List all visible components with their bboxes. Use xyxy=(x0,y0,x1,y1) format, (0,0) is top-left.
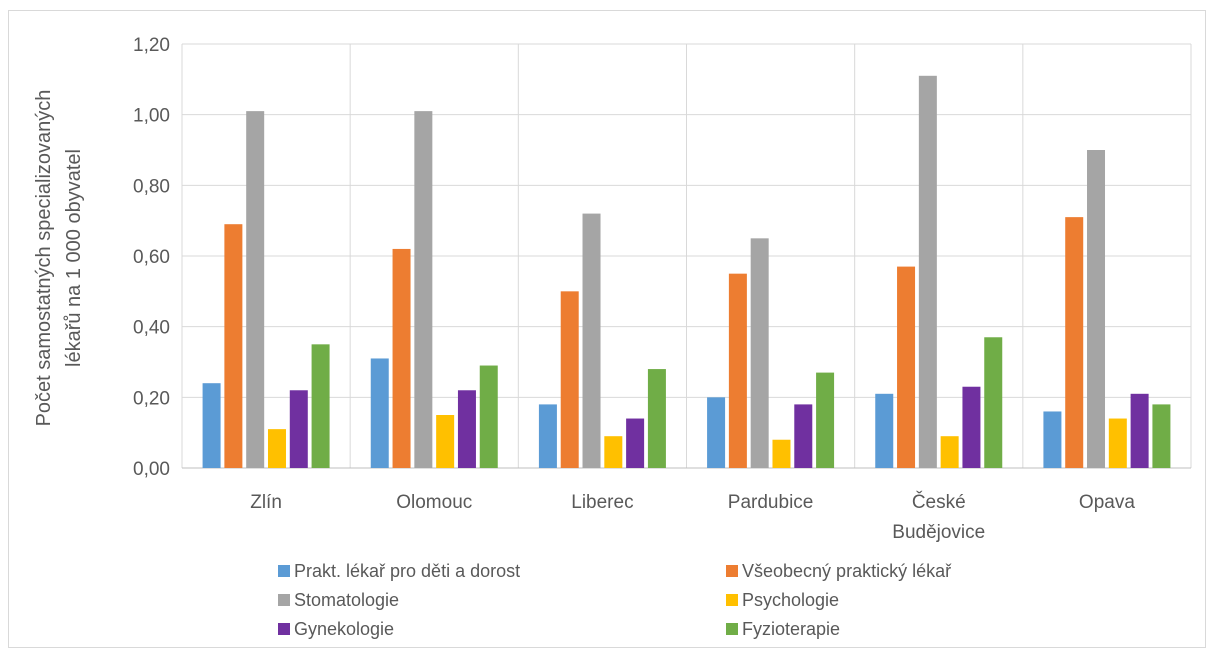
bar-2-2 xyxy=(392,248,411,468)
bar-6-3 xyxy=(1087,150,1106,468)
bar-3-6 xyxy=(647,369,666,468)
bar-3-5 xyxy=(626,418,645,468)
bar-3-2 xyxy=(560,291,579,468)
bar-4-4 xyxy=(772,439,791,468)
legend-swatch-6 xyxy=(726,623,738,635)
bar-6-4 xyxy=(1108,418,1127,468)
bar-2-1 xyxy=(370,358,389,468)
y-tick-label: 1,00 xyxy=(133,106,170,127)
grid-layer xyxy=(181,43,1192,469)
legend-swatch-1 xyxy=(278,565,290,577)
bar-1-5 xyxy=(289,390,308,468)
bar-1-6 xyxy=(311,344,330,468)
category-label: Zlín xyxy=(250,492,282,513)
bar-2-5 xyxy=(457,390,476,468)
bar-4-2 xyxy=(728,273,747,468)
category-label-line: Zlín xyxy=(250,492,282,513)
category-label: Olomouc xyxy=(396,492,472,513)
y-tick-label: 0,60 xyxy=(133,247,170,268)
category-label-line: Budějovice xyxy=(892,522,985,543)
legend-label-2: Všeobecný praktický lékař xyxy=(742,561,952,581)
bar-3-3 xyxy=(582,213,601,468)
bar-5-5 xyxy=(962,386,981,468)
bar-6-2 xyxy=(1065,217,1084,468)
y-tick-label: 0,20 xyxy=(133,388,170,409)
category-label: Opava xyxy=(1079,492,1135,513)
bar-5-6 xyxy=(984,337,1003,468)
legend-label-6: Fyzioterapie xyxy=(742,619,840,639)
bar-4-3 xyxy=(750,238,769,468)
y-tick-label: 0,40 xyxy=(133,318,170,339)
legend-swatch-5 xyxy=(278,623,290,635)
legend-swatch-2 xyxy=(726,565,738,577)
category-label: Liberec xyxy=(571,492,633,513)
bar-1-2 xyxy=(224,224,243,468)
category-label-line: České xyxy=(912,491,966,513)
bar-1-4 xyxy=(267,429,286,468)
bar-4-6 xyxy=(816,372,835,468)
y-axis-title: Počet samostatných specializovaných lékař… xyxy=(33,90,85,427)
category-label: Pardubice xyxy=(728,492,814,513)
legend: Prakt. lékař pro děti a dorost Všeobecný … xyxy=(278,561,952,639)
category-label-line: Pardubice xyxy=(728,492,814,513)
y-tick-label: 0,00 xyxy=(133,459,170,480)
legend-swatch-4 xyxy=(726,594,738,606)
legend-label-5: Gynekologie xyxy=(294,619,394,639)
legend-label-3: Stomatologie xyxy=(294,590,399,610)
bar-1-3 xyxy=(246,111,265,468)
bar-1-1 xyxy=(202,383,221,468)
category-label-line: Opava xyxy=(1079,492,1135,513)
bar-3-4 xyxy=(604,436,623,468)
bar-6-5 xyxy=(1130,393,1149,468)
category-label-line: Liberec xyxy=(571,492,633,513)
bars-layer xyxy=(202,75,1171,469)
y-axis-title-line: lékařů na 1 000 obyvatel xyxy=(63,149,85,367)
legend-swatch-3 xyxy=(278,594,290,606)
bar-4-1 xyxy=(707,397,726,468)
bar-6-1 xyxy=(1043,411,1062,468)
category-label: České Budějovice xyxy=(892,491,985,543)
bar-4-5 xyxy=(794,404,813,468)
bar-2-6 xyxy=(479,365,498,468)
y-axis-title-line: Počet samostatných specializovaných xyxy=(33,90,55,427)
bar-3-1 xyxy=(538,404,557,468)
bar-5-3 xyxy=(918,75,937,469)
bar-2-4 xyxy=(436,415,455,468)
bar-5-1 xyxy=(875,393,894,468)
legend-label-4: Psychologie xyxy=(742,590,839,610)
y-tick-labels: 0,00 0,20 0,40 0,60 0,80 1,00 1,20 xyxy=(133,35,170,480)
y-tick-label: 0,80 xyxy=(133,176,170,197)
category-labels: Zlín Olomouc Liberec Pardubice České Budějovi… xyxy=(250,491,1135,543)
y-tick-label: 1,20 xyxy=(133,35,170,56)
bar-5-4 xyxy=(940,436,959,468)
bar-6-6 xyxy=(1152,404,1171,468)
legend-label-1: Prakt. lékař pro děti a dorost xyxy=(294,561,520,581)
y-axis-title-text: Počet samostatných specializovaných lékař… xyxy=(33,90,85,427)
bar-2-3 xyxy=(414,111,433,468)
category-label-line: Olomouc xyxy=(396,492,472,513)
bar-5-2 xyxy=(897,266,916,468)
chart-frame xyxy=(8,10,1206,648)
